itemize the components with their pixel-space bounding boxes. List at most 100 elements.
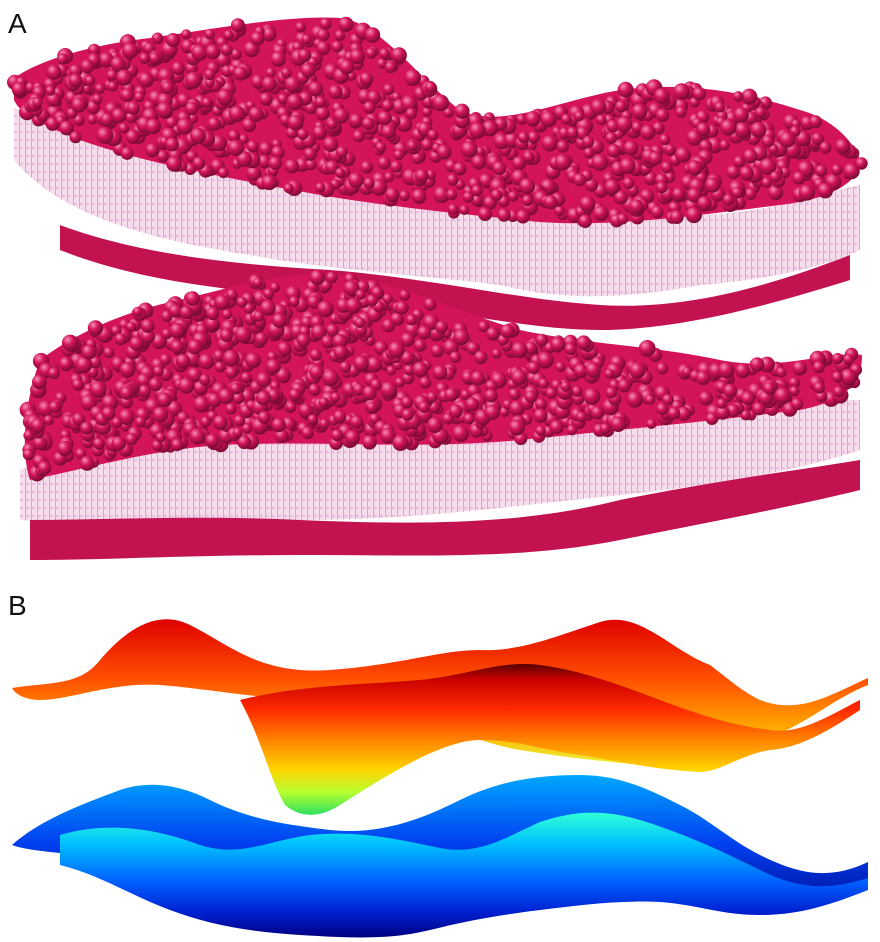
headgroup-bead bbox=[792, 171, 806, 185]
headgroup-bead bbox=[819, 141, 832, 154]
headgroup-bead bbox=[30, 418, 46, 433]
headgroup-bead bbox=[367, 90, 382, 105]
headgroup-bead bbox=[87, 320, 104, 336]
headgroup-bead bbox=[516, 113, 527, 125]
headgroup-bead bbox=[233, 66, 248, 81]
headgroup-bead bbox=[161, 81, 175, 94]
headgroup-bead bbox=[331, 40, 344, 53]
headgroup-bead bbox=[205, 44, 221, 60]
headgroup-bead bbox=[733, 107, 749, 123]
headgroup-bead bbox=[212, 415, 228, 430]
headgroup-bead bbox=[360, 160, 374, 174]
headgroup-bead bbox=[228, 105, 246, 123]
headgroup-bead bbox=[579, 195, 596, 212]
headgroup-bead bbox=[126, 321, 137, 332]
headgroup-bead bbox=[380, 427, 397, 444]
headgroup-bead bbox=[384, 61, 397, 74]
headgroup-bead bbox=[662, 393, 674, 406]
headgroup-bead bbox=[204, 28, 215, 40]
headgroup-bead bbox=[166, 156, 182, 172]
headgroup-bead bbox=[288, 388, 302, 401]
headgroup-bead bbox=[686, 187, 702, 203]
headgroup-bead bbox=[256, 372, 272, 388]
headgroup-bead bbox=[720, 119, 737, 136]
headgroup-bead bbox=[363, 177, 375, 189]
headgroup-bead bbox=[132, 306, 143, 317]
headgroup-bead bbox=[672, 187, 686, 201]
headgroup-bead bbox=[583, 387, 601, 405]
headgroup-bead bbox=[732, 91, 744, 102]
headgroup-bead bbox=[560, 381, 571, 392]
headgroup-bead bbox=[350, 415, 364, 429]
headgroup-bead bbox=[81, 344, 97, 360]
headgroup-bead bbox=[731, 187, 743, 199]
headgroup-bead bbox=[145, 118, 162, 135]
headgroup-bead bbox=[274, 428, 289, 443]
headgroup-bead bbox=[223, 29, 234, 41]
headgroup-bead bbox=[166, 33, 180, 47]
headgroup-bead bbox=[571, 385, 583, 397]
headgroup-bead bbox=[537, 351, 554, 369]
headgroup-bead bbox=[540, 110, 557, 128]
headgroup-bead bbox=[400, 332, 415, 347]
headgroup-bead bbox=[466, 341, 480, 356]
headgroup-bead bbox=[126, 101, 141, 115]
headgroup-bead bbox=[48, 367, 60, 380]
headgroup-bead bbox=[792, 360, 808, 376]
headgroup-bead bbox=[92, 437, 105, 450]
headgroup-bead bbox=[556, 140, 569, 153]
headgroup-bead bbox=[380, 381, 398, 399]
headgroup-bead bbox=[121, 42, 139, 59]
headgroup-bead bbox=[705, 412, 719, 426]
headgroup-bead bbox=[246, 140, 259, 153]
headgroup-bead bbox=[286, 401, 297, 413]
headgroup-bead bbox=[80, 394, 97, 412]
headgroup-bead bbox=[301, 34, 312, 45]
headgroup-bead bbox=[779, 131, 796, 148]
headgroup-bead bbox=[432, 365, 448, 380]
headgroup-bead bbox=[583, 147, 595, 159]
headgroup-bead bbox=[156, 150, 169, 163]
headgroup-bead bbox=[723, 383, 738, 398]
headgroup-bead bbox=[761, 177, 772, 188]
headgroup-bead bbox=[259, 92, 273, 106]
headgroup-bead bbox=[739, 166, 754, 181]
headgroup-bead bbox=[300, 63, 316, 78]
headgroup-bead bbox=[626, 391, 643, 408]
headgroup-bead bbox=[80, 59, 95, 74]
headgroup-bead bbox=[152, 406, 169, 423]
headgroup-bead bbox=[582, 135, 595, 148]
headgroup-bead bbox=[171, 438, 184, 452]
headgroup-bead bbox=[616, 116, 633, 133]
headgroup-bead bbox=[218, 167, 229, 179]
panel-a: A bbox=[7, 8, 868, 560]
headgroup-beads bbox=[7, 16, 868, 482]
headgroup-bead bbox=[318, 397, 330, 408]
headgroup-bead bbox=[43, 415, 54, 426]
headgroup-bead bbox=[157, 392, 172, 408]
headgroup-bead bbox=[366, 294, 378, 307]
headgroup-bead bbox=[354, 317, 366, 329]
headgroup-bead bbox=[392, 434, 409, 451]
headgroup-bead bbox=[148, 52, 161, 65]
headgroup-bead bbox=[675, 146, 691, 163]
headgroup-bead bbox=[315, 106, 330, 121]
headgroup-bead bbox=[246, 165, 262, 181]
headgroup-bead bbox=[315, 182, 326, 193]
headgroup-bead bbox=[362, 385, 377, 401]
headgroup-bead bbox=[270, 282, 280, 293]
headgroup-bead bbox=[734, 122, 751, 139]
headgroup-bead bbox=[305, 158, 317, 171]
headgroup-bead bbox=[100, 112, 114, 127]
headgroup-bead bbox=[517, 131, 530, 144]
headgroup-bead bbox=[463, 413, 475, 425]
headgroup-bead bbox=[420, 138, 434, 151]
headgroup-bead bbox=[462, 191, 474, 203]
headgroup-bead bbox=[261, 76, 277, 92]
headgroup-bead bbox=[444, 387, 459, 402]
headgroup-bead bbox=[578, 214, 592, 228]
headgroup-bead bbox=[576, 411, 587, 423]
headgroup-bead bbox=[655, 108, 670, 122]
headgroup-bead bbox=[460, 141, 478, 158]
headgroup-bead bbox=[281, 67, 292, 79]
